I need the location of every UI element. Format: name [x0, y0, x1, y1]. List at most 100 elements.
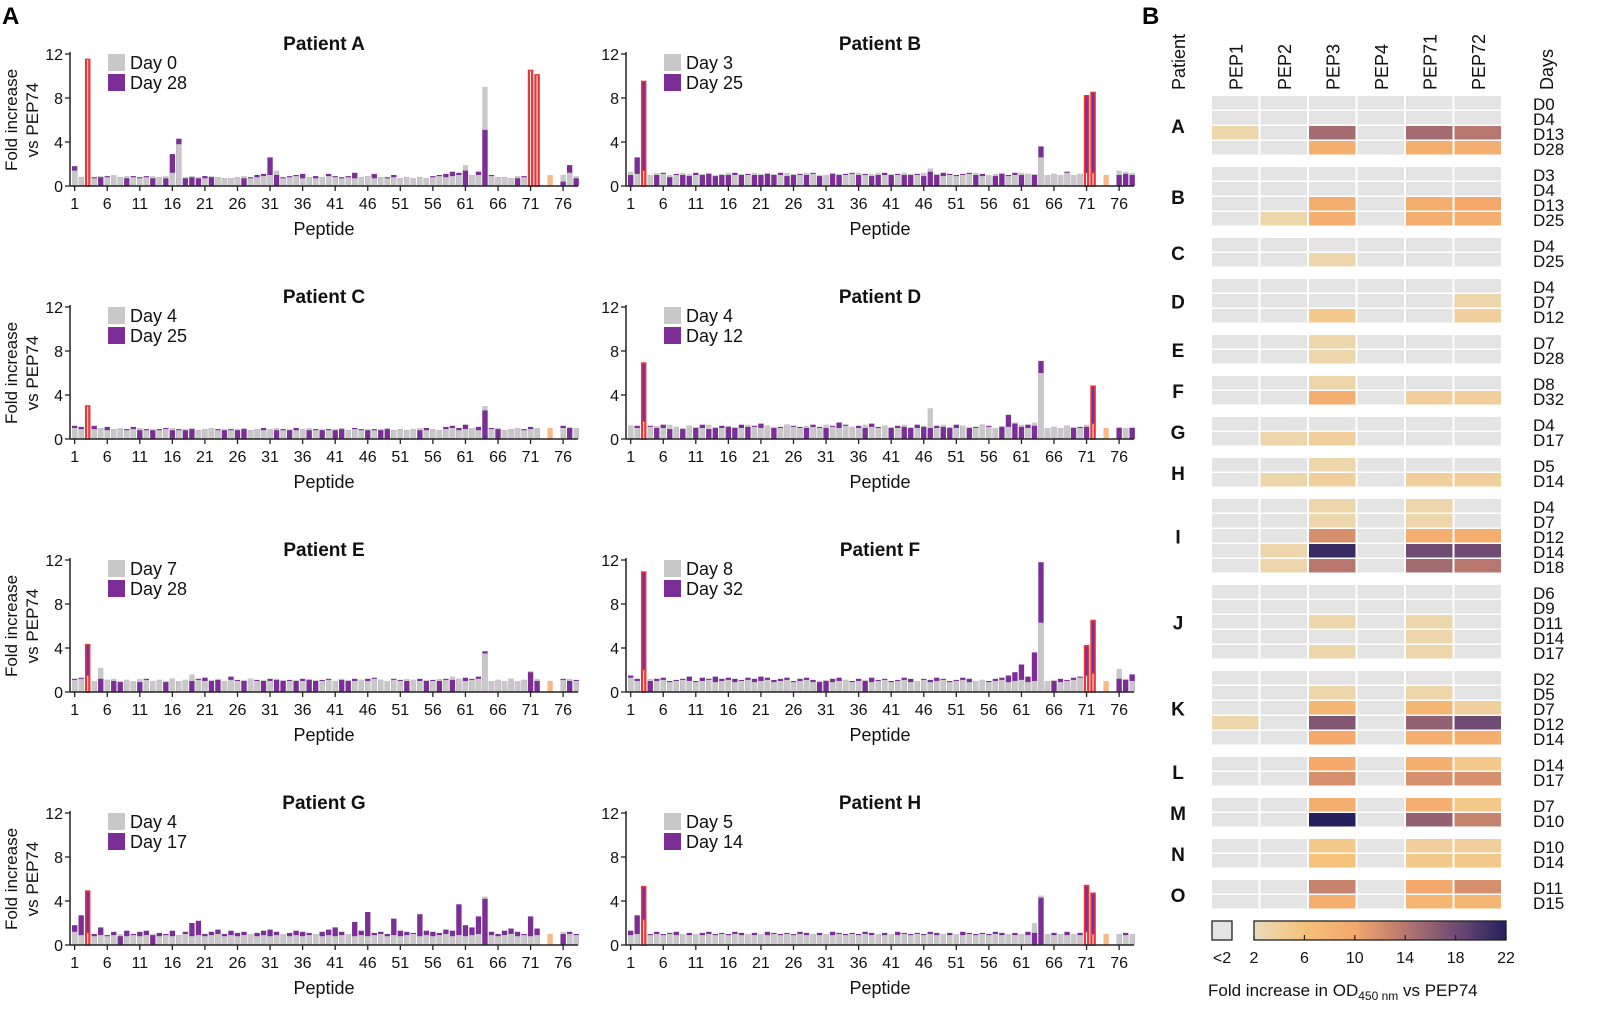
- day-label: D17: [1533, 431, 1564, 450]
- y-axis-label-line2: vs PEP74: [23, 842, 42, 917]
- x-tick-label: 56: [424, 702, 442, 719]
- bar: [254, 177, 260, 186]
- day-label: D12: [1533, 528, 1564, 547]
- heatmap-cell: [1454, 772, 1501, 786]
- day-label: D13: [1533, 125, 1564, 144]
- day-label: D4: [1533, 416, 1555, 435]
- bar: [882, 679, 888, 692]
- y-tick-label: 0: [54, 179, 63, 196]
- patient-label: D: [1171, 293, 1185, 314]
- bar: [816, 682, 823, 692]
- bar: [836, 428, 842, 439]
- bar: [706, 679, 712, 692]
- bar: [241, 429, 247, 439]
- heatmap-cell: [1357, 167, 1404, 181]
- x-tick-label: 31: [261, 196, 279, 213]
- bar: [660, 679, 666, 692]
- bar: [417, 936, 423, 945]
- bar: [953, 934, 959, 945]
- bar: [378, 177, 384, 186]
- bar: [456, 935, 462, 945]
- colorbar: <2 2 6 10 14 18 22 Fold increase in OD450 nm vs…: [1208, 920, 1515, 1003]
- heatmap-cell: [1260, 757, 1307, 771]
- heatmap-cell: [1357, 253, 1404, 267]
- bar: [143, 935, 149, 945]
- heatmap-cell: [1357, 600, 1404, 614]
- bar: [150, 178, 156, 186]
- x-tick-label: 41: [326, 196, 344, 213]
- heatmap-cell: [1212, 880, 1259, 894]
- bar: [855, 681, 862, 692]
- bar: [410, 429, 417, 439]
- heatmap-cell: [1212, 798, 1259, 812]
- heatmap-cell: [1406, 757, 1453, 771]
- bar: [940, 934, 946, 945]
- bar: [319, 177, 325, 186]
- day-label: D7: [1533, 293, 1555, 312]
- bar: [234, 177, 241, 186]
- bar: [202, 681, 208, 692]
- bar: [508, 934, 514, 945]
- heatmap-cell: [1357, 96, 1404, 110]
- y-tick-label: 8: [610, 597, 619, 614]
- bar: [1129, 934, 1135, 945]
- bar: [293, 176, 299, 186]
- bar: [378, 430, 384, 439]
- x-tick-label: 16: [163, 449, 181, 466]
- x-axis-label: Peptide: [849, 472, 910, 492]
- heatmap-cell: [1454, 813, 1501, 827]
- bar: [660, 935, 666, 945]
- patient-label: L: [1172, 763, 1184, 784]
- day-label: D4: [1533, 498, 1555, 517]
- bar: [986, 175, 992, 186]
- x-tick-label: 61: [457, 955, 475, 972]
- bar: [293, 430, 299, 439]
- panel-a-label: A: [2, 3, 19, 30]
- bar: [693, 175, 699, 186]
- bar: [449, 679, 456, 692]
- bar: [417, 681, 423, 692]
- y-tick-label: 4: [610, 641, 619, 658]
- bar: [501, 681, 508, 692]
- heatmap-cell: [1406, 182, 1453, 196]
- heatmap-cell: [1260, 279, 1307, 293]
- bar: [1070, 175, 1077, 186]
- bar: [693, 682, 699, 692]
- bar: [1025, 428, 1031, 439]
- y-axis-label: Fold increase: [2, 69, 21, 171]
- y-tick-label: 4: [610, 388, 619, 405]
- x-tick-label: 26: [229, 702, 247, 719]
- x-tick-label: 31: [817, 449, 835, 466]
- x-tick-label: 56: [980, 196, 998, 213]
- heatmap-cell: [1212, 559, 1259, 573]
- heatmap-cell: [1260, 813, 1307, 827]
- bar: [999, 173, 1005, 186]
- bar: [986, 682, 992, 692]
- bar: [901, 679, 907, 692]
- heatmap-cell: [1260, 294, 1307, 308]
- y-tick-label: 12: [45, 806, 63, 823]
- bar: [1122, 428, 1129, 439]
- y-tick-label: 12: [601, 553, 619, 570]
- bar: [875, 681, 881, 692]
- heatmap-cell: [1454, 253, 1501, 267]
- day-label: D14: [1533, 543, 1564, 562]
- bar: [810, 426, 816, 439]
- bar: [534, 428, 540, 439]
- bar: [901, 934, 907, 945]
- x-tick-label: 1: [70, 449, 79, 466]
- bar: [1077, 173, 1083, 186]
- bar: [345, 430, 351, 439]
- bar: [849, 682, 855, 692]
- bar: [908, 175, 914, 186]
- heatmap-cell: [1212, 197, 1259, 211]
- bar: [91, 936, 97, 945]
- bar: [137, 682, 143, 692]
- bar: [462, 681, 469, 692]
- bar: [862, 681, 868, 692]
- heatmap-cell: [1260, 335, 1307, 349]
- x-tick-label: 6: [103, 449, 112, 466]
- day-label: D7: [1533, 700, 1555, 719]
- heatmap-cell: [1260, 544, 1307, 558]
